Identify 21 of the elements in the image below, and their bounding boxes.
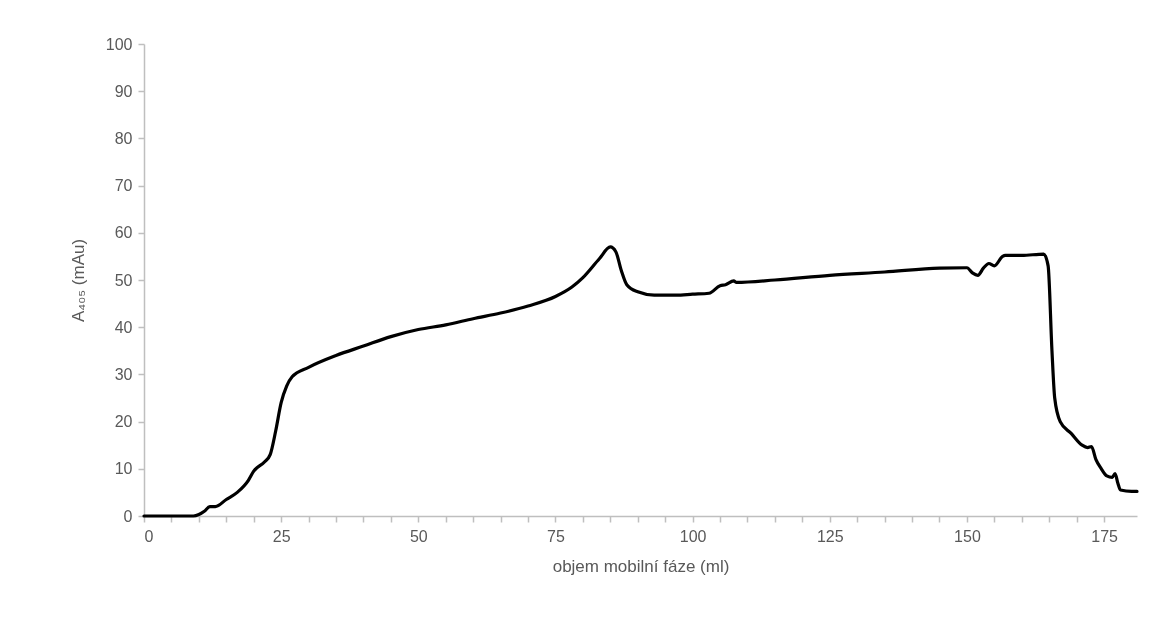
x-tick-label: 100: [679, 527, 707, 545]
y-tick-label: 50: [114, 271, 133, 289]
x-tick-label: 150: [954, 527, 981, 545]
y-tick-label: 70: [114, 177, 133, 195]
y-tick-label: 100: [105, 35, 133, 53]
x-tick-label: 50: [409, 527, 428, 545]
y-tick-label: 30: [114, 365, 133, 383]
y-tick-label: 0: [123, 507, 133, 525]
y-tick-label: 20: [114, 413, 133, 431]
y-tick-label: 60: [114, 224, 133, 242]
x-tick-label: 75: [547, 527, 565, 545]
y-tick-label: 10: [114, 460, 133, 478]
y-tick-label: 80: [114, 129, 133, 147]
x-tick-label: 175: [1091, 527, 1119, 545]
x-tick-label: 125: [816, 527, 844, 545]
x-tick-label: 0: [144, 527, 154, 545]
y-tick-label: 40: [114, 318, 133, 336]
y-tick-label: 90: [114, 82, 133, 100]
x-axis-title: objem mobilní fáze (ml): [552, 556, 730, 576]
x-tick-label: 25: [272, 527, 291, 545]
y-axis-title: A₄₀₅ (mAu): [68, 238, 88, 323]
